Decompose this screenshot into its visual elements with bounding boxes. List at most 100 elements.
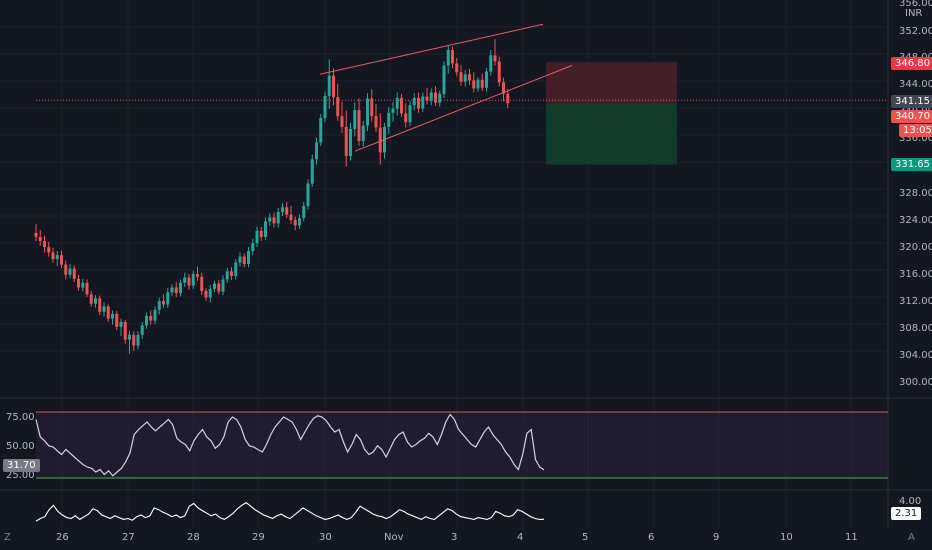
candle-up <box>234 262 238 277</box>
candle-down <box>242 256 246 264</box>
candle-down <box>77 278 80 288</box>
time-axis-tick: 29 <box>252 532 265 543</box>
candle-down <box>404 113 408 123</box>
candle-down <box>378 127 382 153</box>
candle-down <box>34 232 38 237</box>
candle-up <box>463 74 467 82</box>
candle-down <box>174 287 178 293</box>
candle-up <box>221 279 225 292</box>
rsi-tick-75: 75.00 <box>6 412 35 423</box>
candle-up <box>442 65 446 94</box>
candle-up <box>387 112 391 127</box>
candle-up <box>315 142 318 160</box>
candle-down <box>47 247 51 253</box>
time-axis-tick: 11 <box>845 532 858 543</box>
time-axis-tick: 28 <box>187 532 200 543</box>
candle-down <box>417 97 420 109</box>
candle-up <box>485 71 488 88</box>
candle-down <box>204 290 208 298</box>
channel-upper-line <box>319 23 544 75</box>
candle-down <box>187 277 191 286</box>
candle-down <box>162 301 165 305</box>
price-axis-tick: 312.00 <box>899 296 932 307</box>
price-axis-tick: 336.00 <box>899 133 932 144</box>
candle-up <box>395 97 399 109</box>
candle-down <box>200 276 204 291</box>
candle-up <box>429 92 433 101</box>
candle-down <box>506 93 510 104</box>
timezone-button[interactable]: Z <box>4 532 11 543</box>
candle-up <box>251 243 255 252</box>
candle-down <box>51 252 55 260</box>
candle-up <box>302 205 306 219</box>
candle-up <box>446 49 450 66</box>
stop-loss-zone <box>546 62 677 104</box>
time-axis-tick: 4 <box>517 532 524 543</box>
candle-up <box>145 315 148 326</box>
candle-up <box>153 309 157 321</box>
candle-up <box>179 282 182 293</box>
candle-up <box>276 211 280 224</box>
candle-down <box>374 116 378 128</box>
candle-up <box>366 98 369 126</box>
rsi-value-tag: 31.70 <box>3 459 40 472</box>
candle-up <box>327 75 331 96</box>
candle-down <box>340 116 344 127</box>
candle-up <box>247 251 250 264</box>
candle-up <box>421 96 425 109</box>
candle-down <box>434 92 437 103</box>
candle-down <box>285 207 289 215</box>
candle-down <box>425 96 429 101</box>
candle-up <box>191 274 195 286</box>
candle-down <box>370 98 374 117</box>
rsi-tick-50: 50.00 <box>6 441 35 452</box>
candle-down <box>106 306 110 319</box>
candle-down <box>60 255 63 265</box>
candle-up <box>55 255 59 260</box>
price-axis-tick: 300.00 <box>899 377 932 388</box>
candle-down <box>344 126 348 156</box>
candle-up <box>81 282 85 288</box>
price-axis-tick: 324.00 <box>899 215 932 226</box>
time-axis-tick: 27 <box>122 532 135 543</box>
candle-down <box>123 321 127 340</box>
auto-scale-button[interactable]: A <box>908 532 915 543</box>
candle-down <box>472 80 476 89</box>
time-axis-tick: 10 <box>780 532 793 543</box>
time-axis-tick: 5 <box>582 532 589 543</box>
candle-down <box>217 283 221 292</box>
candle-up <box>213 283 216 289</box>
candle-down <box>38 236 42 241</box>
rsi-tick-25: 25.00 <box>6 470 35 481</box>
rsi-line <box>35 413 545 477</box>
candle-up <box>136 334 140 346</box>
candle-up <box>183 277 187 283</box>
price-axis-tick: 352.00 <box>899 26 932 37</box>
last-price-tag: 341.15 <box>891 95 932 108</box>
candle-down <box>293 220 297 226</box>
candle-down <box>272 217 276 224</box>
time-axis-tick: 26 <box>56 532 69 543</box>
currency-label: INR <box>905 8 923 19</box>
time-axis-tick: 3 <box>451 532 458 543</box>
candle-up <box>349 128 352 156</box>
time-axis-tick: 30 <box>319 532 332 543</box>
time-axis-tick: Nov <box>384 532 404 543</box>
candle-up <box>281 207 284 212</box>
candle-up <box>128 334 131 340</box>
candle-down <box>259 230 263 237</box>
candle-down <box>455 63 459 73</box>
take-profit-price-tag: 331.65 <box>891 158 932 171</box>
candle-up <box>170 287 174 293</box>
candle-up <box>476 79 480 89</box>
candle-up <box>94 298 97 304</box>
candle-down <box>493 55 497 62</box>
candle-up <box>157 301 161 310</box>
candle-down <box>132 334 136 346</box>
candle-down <box>98 298 102 312</box>
price-axis-tick: 308.00 <box>899 323 932 334</box>
candle-down <box>85 282 89 295</box>
time-axis-tick: 9 <box>713 532 720 543</box>
